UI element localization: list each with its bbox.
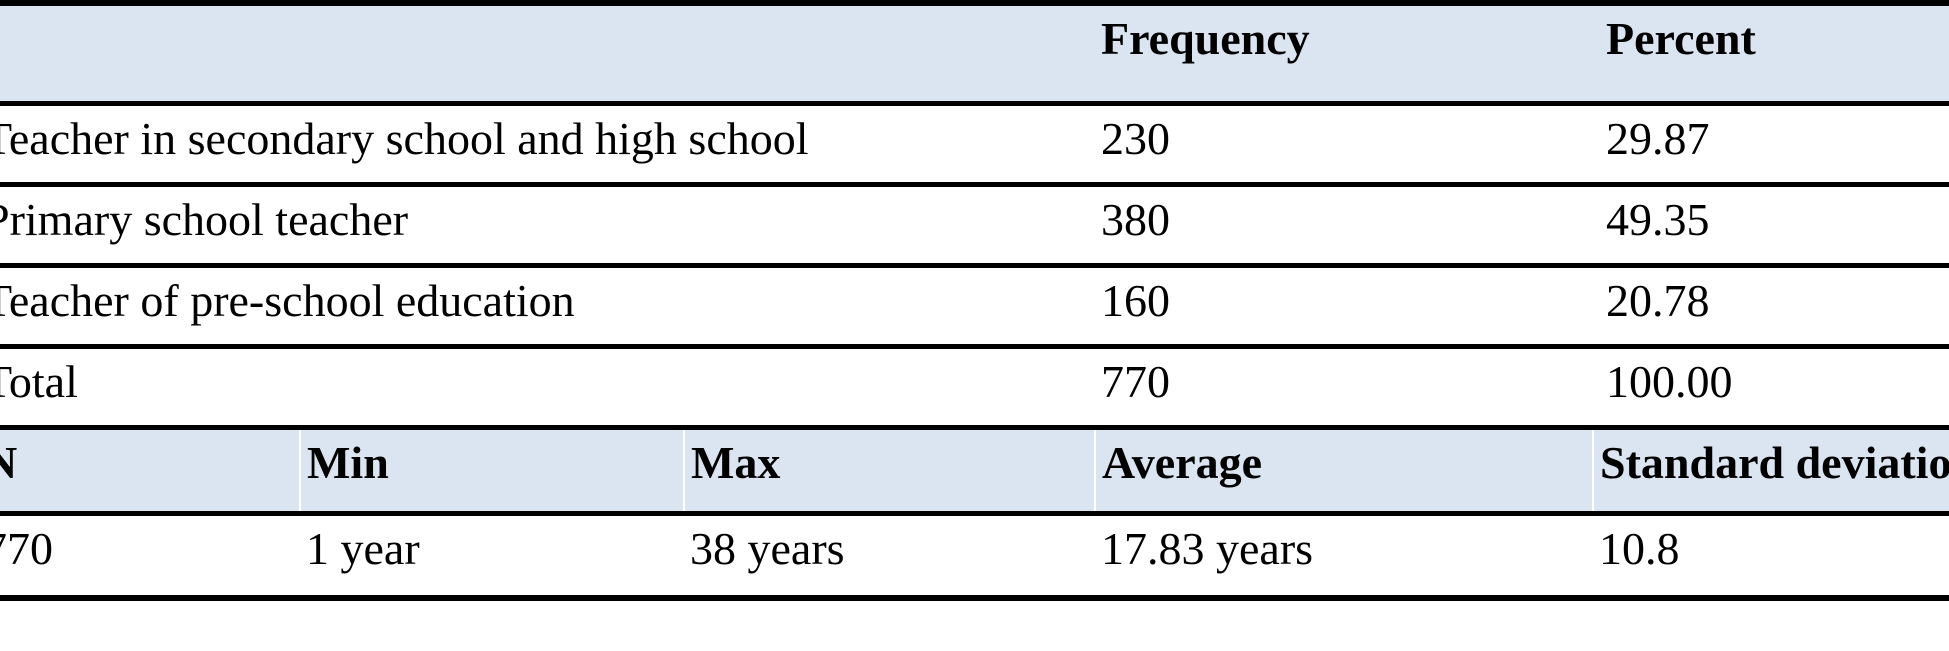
frequency-table-header-row: Frequency Percent — [0, 3, 1949, 103]
n-value: 770 — [0, 523, 53, 574]
table-row: Primary school teacher 380 49.35 — [0, 184, 1949, 265]
row-label: Primary school teacher — [0, 193, 409, 245]
column-header-average: Average — [1094, 429, 1593, 514]
table-row: Teacher in secondary school and high sch… — [0, 103, 1949, 184]
column-header-standard-deviation: Standard deviation — [1592, 429, 1949, 514]
percent-value: 100.00 — [1606, 355, 1733, 407]
column-header-min: Min — [299, 429, 684, 514]
frequency-table: Frequency Percent Teacher in secondary s… — [0, 0, 1949, 427]
column-header-percent: Percent — [1606, 13, 1756, 64]
column-header-max: Max — [683, 429, 1095, 514]
table-sheet: Frequency Percent Teacher in secondary s… — [0, 0, 1949, 601]
row-label: Teacher in secondary school and high sch… — [0, 112, 809, 164]
frequency-value: 770 — [1101, 355, 1170, 407]
table-row-statistics: 770 1 year 38 years 17.83 years 10.8 — [0, 514, 1949, 598]
min-value: 1 year — [306, 523, 420, 574]
column-header-frequency: Frequency — [1101, 13, 1310, 64]
column-header-empty — [0, 3, 1095, 103]
row-label: Teacher of pre-school education — [0, 274, 575, 326]
frequency-value: 160 — [1101, 274, 1170, 326]
frequency-value: 380 — [1101, 193, 1170, 245]
statistics-table: N Min Max Average Standard deviation 770… — [0, 429, 1949, 601]
statistics-table-header-row: N Min Max Average Standard deviation — [0, 429, 1949, 514]
row-label: Total — [0, 355, 78, 407]
average-value: 17.83 years — [1101, 523, 1314, 574]
percent-value: 49.35 — [1606, 193, 1710, 245]
table-row: Teacher of pre-school education 160 20.7… — [0, 265, 1949, 346]
percent-value: 29.87 — [1606, 112, 1710, 164]
std-deviation-value: 10.8 — [1599, 523, 1680, 574]
percent-value: 20.78 — [1606, 274, 1710, 326]
column-header-n: N — [0, 430, 300, 514]
max-value: 38 years — [690, 523, 845, 574]
table-row-total: Total 770 100.00 — [0, 346, 1949, 427]
frequency-value: 230 — [1101, 112, 1170, 164]
